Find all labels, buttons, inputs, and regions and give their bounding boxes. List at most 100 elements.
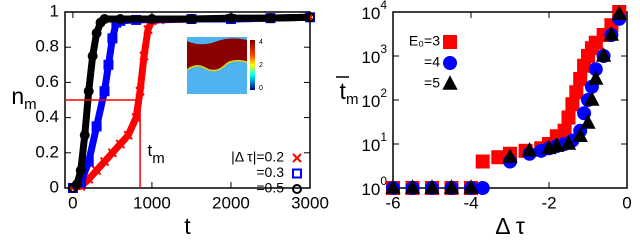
inset-region xyxy=(187,37,247,71)
inset-boundary xyxy=(186,59,248,72)
x-tick-label: -4 xyxy=(463,193,478,212)
y-tick-base: 10 xyxy=(361,136,380,155)
marker xyxy=(475,154,490,169)
y-tick-label: 103 xyxy=(361,42,387,67)
legend-label: E₀=3 xyxy=(409,33,440,49)
marker xyxy=(549,137,565,152)
y-tick-base: 10 xyxy=(361,4,380,23)
inset xyxy=(186,37,255,94)
marker xyxy=(557,123,572,138)
marker xyxy=(87,51,98,61)
y-tick-exponent: 1 xyxy=(380,130,387,144)
y-tick-base: 10 xyxy=(361,92,380,111)
y-tick-label: 0.8 xyxy=(35,37,59,56)
y-axis-label-main: t xyxy=(340,78,347,104)
marker xyxy=(143,24,153,35)
x-tick-label: 0 xyxy=(68,193,77,212)
legend-label: =4 xyxy=(424,54,440,70)
marker xyxy=(584,91,600,106)
y-tick-label: 102 xyxy=(361,86,387,111)
marker xyxy=(561,110,576,125)
tm-label: tm xyxy=(147,141,164,166)
marker xyxy=(131,112,141,123)
y-axis-label: nm xyxy=(11,83,36,113)
legend-label: =5 xyxy=(424,75,440,91)
x-axis-label: Δ τ xyxy=(495,213,525,239)
marker xyxy=(91,28,102,39)
y-tick-label: 101 xyxy=(361,130,387,155)
marker xyxy=(91,165,102,176)
marker xyxy=(139,51,149,61)
inset-region xyxy=(187,37,247,45)
marker xyxy=(385,179,401,194)
marker xyxy=(491,150,506,165)
y-axis-label: tm xyxy=(340,78,359,108)
y-tick-exponent: 4 xyxy=(380,0,387,12)
y-tick-base: 10 xyxy=(361,180,380,199)
legend-label: |Δ τ|=0.2 xyxy=(231,149,284,165)
marker xyxy=(79,130,90,141)
y-axis-label-main: n xyxy=(11,83,24,109)
legend-label: =0.3 xyxy=(256,164,284,180)
inset-colorbar-label: 4 xyxy=(259,39,263,46)
y-tick-label: 104 xyxy=(361,0,387,23)
marker xyxy=(443,56,457,70)
marker xyxy=(580,114,596,129)
y-tick-exponent: 0 xyxy=(380,174,387,188)
marker xyxy=(83,86,94,97)
inset-colorbar-label: 0 xyxy=(259,85,263,92)
inset-colorbar xyxy=(250,40,255,90)
x-tick-label: 1000 xyxy=(133,193,171,212)
y-tick-label: 1 xyxy=(50,1,59,20)
marker xyxy=(404,179,421,194)
marker xyxy=(595,47,612,62)
x-tick-label: 0 xyxy=(622,193,631,212)
marker xyxy=(573,72,588,87)
marker xyxy=(99,86,110,97)
marker xyxy=(71,179,82,190)
y-axis-label-sub: m xyxy=(24,96,37,113)
y-axis-label-sub: m xyxy=(346,91,359,108)
marker xyxy=(146,14,157,25)
tm-label-sub: m xyxy=(152,150,165,167)
marker xyxy=(107,148,118,158)
marker xyxy=(292,184,302,194)
marker xyxy=(572,127,588,143)
marker xyxy=(611,5,627,20)
marker xyxy=(603,26,620,41)
y-tick-label: 0.6 xyxy=(35,72,59,91)
marker xyxy=(569,85,584,100)
marker xyxy=(442,75,458,90)
marker xyxy=(115,139,126,149)
legend-label: =0.5 xyxy=(256,180,284,196)
marker xyxy=(305,12,315,23)
x-axis-label-main: t xyxy=(184,213,191,239)
marker xyxy=(135,86,145,96)
y-tick-label: 0.2 xyxy=(35,142,59,161)
y-tick-exponent: 2 xyxy=(380,86,387,100)
x-tick-label: 3000 xyxy=(291,193,329,212)
y-tick-label: 0.4 xyxy=(35,107,59,126)
inset-colorbar-label: 2 xyxy=(259,62,263,69)
marker xyxy=(265,13,276,24)
marker xyxy=(521,142,538,157)
x-tick-label: 2000 xyxy=(212,193,250,212)
y-tick-label: 100 xyxy=(361,174,387,199)
marker xyxy=(463,179,479,194)
x-axis-label: t xyxy=(184,213,191,239)
marker xyxy=(588,70,604,85)
marker xyxy=(475,181,490,195)
marker xyxy=(443,179,460,194)
marker xyxy=(502,148,518,164)
marker xyxy=(123,130,133,140)
marker xyxy=(107,33,118,44)
marker xyxy=(75,165,86,176)
x-axis-label-main: Δ τ xyxy=(495,213,525,239)
marker xyxy=(560,135,577,150)
series-trace xyxy=(70,13,311,191)
y-tick-exponent: 3 xyxy=(380,42,387,56)
x-tick-label: -2 xyxy=(541,193,556,212)
y-tick-label: 0 xyxy=(50,177,59,196)
marker xyxy=(115,14,126,25)
